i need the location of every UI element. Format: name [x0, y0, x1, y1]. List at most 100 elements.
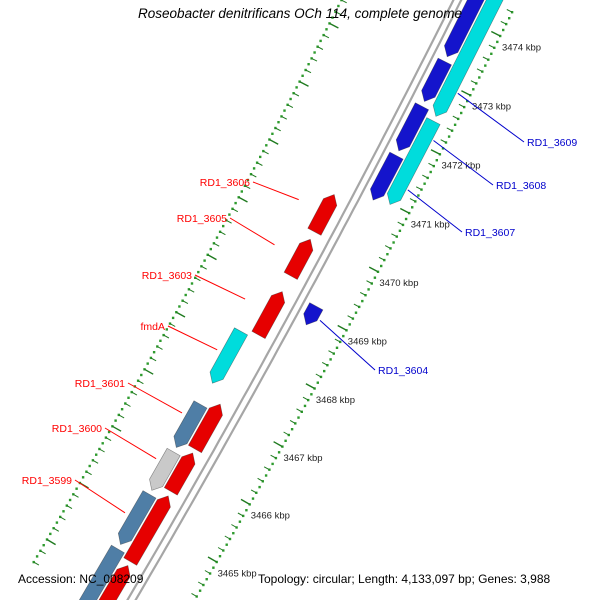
ruler-dot	[277, 451, 281, 454]
genome-stats-text: Topology: circular; Length: 4,133,097 bp…	[258, 572, 551, 586]
ruler-label: 3472 kbp	[442, 161, 481, 172]
gene-RD1_3603[interactable]	[251, 291, 286, 340]
ruler-dot	[197, 270, 200, 274]
gene-RD1_3604[interactable]	[303, 302, 324, 326]
ruler-tick	[250, 173, 257, 178]
ruler-dot	[354, 311, 358, 314]
ruler-dot	[238, 520, 242, 523]
ruler-tick	[328, 350, 335, 355]
ruler-dot	[218, 230, 222, 233]
ruler-tick	[321, 361, 328, 366]
gene-label-leader	[229, 217, 275, 246]
ruler-tick	[359, 291, 366, 296]
gene-label-leader	[252, 181, 299, 201]
ruler-tick	[131, 391, 138, 396]
ruler-dot	[262, 149, 265, 153]
ruler-dot	[392, 241, 395, 244]
ruler-dot	[265, 144, 268, 147]
gene-segment[interactable]	[444, 0, 495, 58]
backbone-line	[134, 0, 463, 600]
ruler-tick	[263, 466, 270, 471]
gene-segment[interactable]	[386, 117, 441, 205]
ruler-tick	[125, 403, 131, 407]
ruler-dot	[478, 76, 481, 79]
ruler-tick	[66, 505, 73, 510]
ruler-dot	[228, 213, 231, 216]
gene-label[interactable]: fmdA	[140, 321, 165, 333]
gene-RD1_3605[interactable]	[283, 238, 314, 280]
ruler-tick	[105, 437, 112, 442]
ruler-dot	[304, 68, 307, 72]
ruler-label: 3467 kbp	[284, 453, 323, 464]
ruler-dot	[380, 264, 383, 268]
ruler-tick	[293, 92, 300, 97]
gene-segment[interactable]	[117, 490, 157, 545]
ruler-dot	[481, 70, 484, 73]
ruler-dot	[322, 33, 325, 37]
gene-label[interactable]: RD1_3600	[52, 423, 102, 435]
ruler-dot	[335, 346, 339, 349]
ruler-tick	[281, 115, 288, 120]
ruler-dot	[81, 476, 85, 479]
ruler-tick	[397, 221, 404, 226]
ruler-tick	[238, 196, 248, 203]
ruler-dot	[68, 498, 72, 502]
ruler-tick	[353, 303, 360, 308]
gene-segment[interactable]	[432, 0, 506, 117]
gene-RD1_3600[interactable]	[163, 452, 196, 496]
ruler-dot	[171, 316, 175, 320]
gene-label[interactable]: RD1_3607	[465, 227, 515, 239]
ruler-dot	[159, 339, 162, 342]
gene-RD1_3599[interactable]	[123, 495, 171, 566]
ruler-tick	[275, 127, 281, 132]
ruler-tick	[137, 380, 144, 385]
ruler-dot	[313, 51, 316, 54]
gene-RD1_3608[interactable]	[395, 102, 430, 152]
gene-label-leader	[104, 427, 157, 460]
ruler-dot	[55, 521, 59, 524]
gene-segment[interactable]	[78, 544, 125, 600]
ruler-label: 3474 kbp	[502, 42, 541, 53]
gene-label[interactable]: RD1_3606	[200, 177, 250, 189]
ruler-tick	[204, 570, 211, 574]
ruler-dot	[423, 182, 426, 185]
ruler-tick	[191, 592, 197, 597]
ruler-dot	[280, 115, 283, 118]
gene-segment[interactable]	[149, 447, 181, 491]
gene-fmdA[interactable]	[209, 327, 249, 384]
ruler-dot	[297, 416, 300, 419]
ruler-dot	[268, 468, 271, 471]
ruler-dot	[441, 147, 445, 150]
ruler-dot	[463, 105, 466, 109]
ruler-dot	[386, 253, 389, 256]
gene-RD1_3607[interactable]	[370, 151, 404, 201]
gene-label[interactable]: RD1_3605	[177, 213, 227, 225]
gene-label[interactable]: RD1_3604	[378, 365, 428, 377]
ruler-tick	[270, 454, 277, 459]
ruler-tick	[217, 547, 224, 551]
gene-RD1_3606[interactable]	[307, 194, 338, 236]
ruler-tick	[33, 561, 40, 566]
gene-segment[interactable]	[90, 565, 131, 600]
ruler-tick	[299, 80, 309, 87]
ruler-tick	[334, 338, 341, 343]
ruler-dot	[337, 4, 340, 8]
gene-RD1_3601[interactable]	[187, 403, 223, 454]
gene-label-leader	[433, 140, 494, 186]
ruler-dot	[274, 456, 278, 460]
ruler-dot	[184, 293, 187, 297]
ruler-tick	[440, 139, 447, 143]
ruler-dot	[295, 86, 298, 89]
gene-label[interactable]: RD1_3603	[142, 270, 192, 282]
ruler-tick	[391, 233, 398, 238]
gene-label[interactable]: RD1_3609	[527, 137, 577, 149]
ruler-dot	[361, 299, 364, 303]
ruler-dot	[203, 259, 206, 262]
gene-label[interactable]: RD1_3599	[22, 475, 72, 487]
gene-segment[interactable]	[173, 400, 208, 448]
gene-label[interactable]: RD1_3608	[496, 180, 546, 192]
gene-label[interactable]: RD1_3601	[75, 378, 125, 390]
gene-RD1_3609[interactable]	[421, 57, 452, 102]
